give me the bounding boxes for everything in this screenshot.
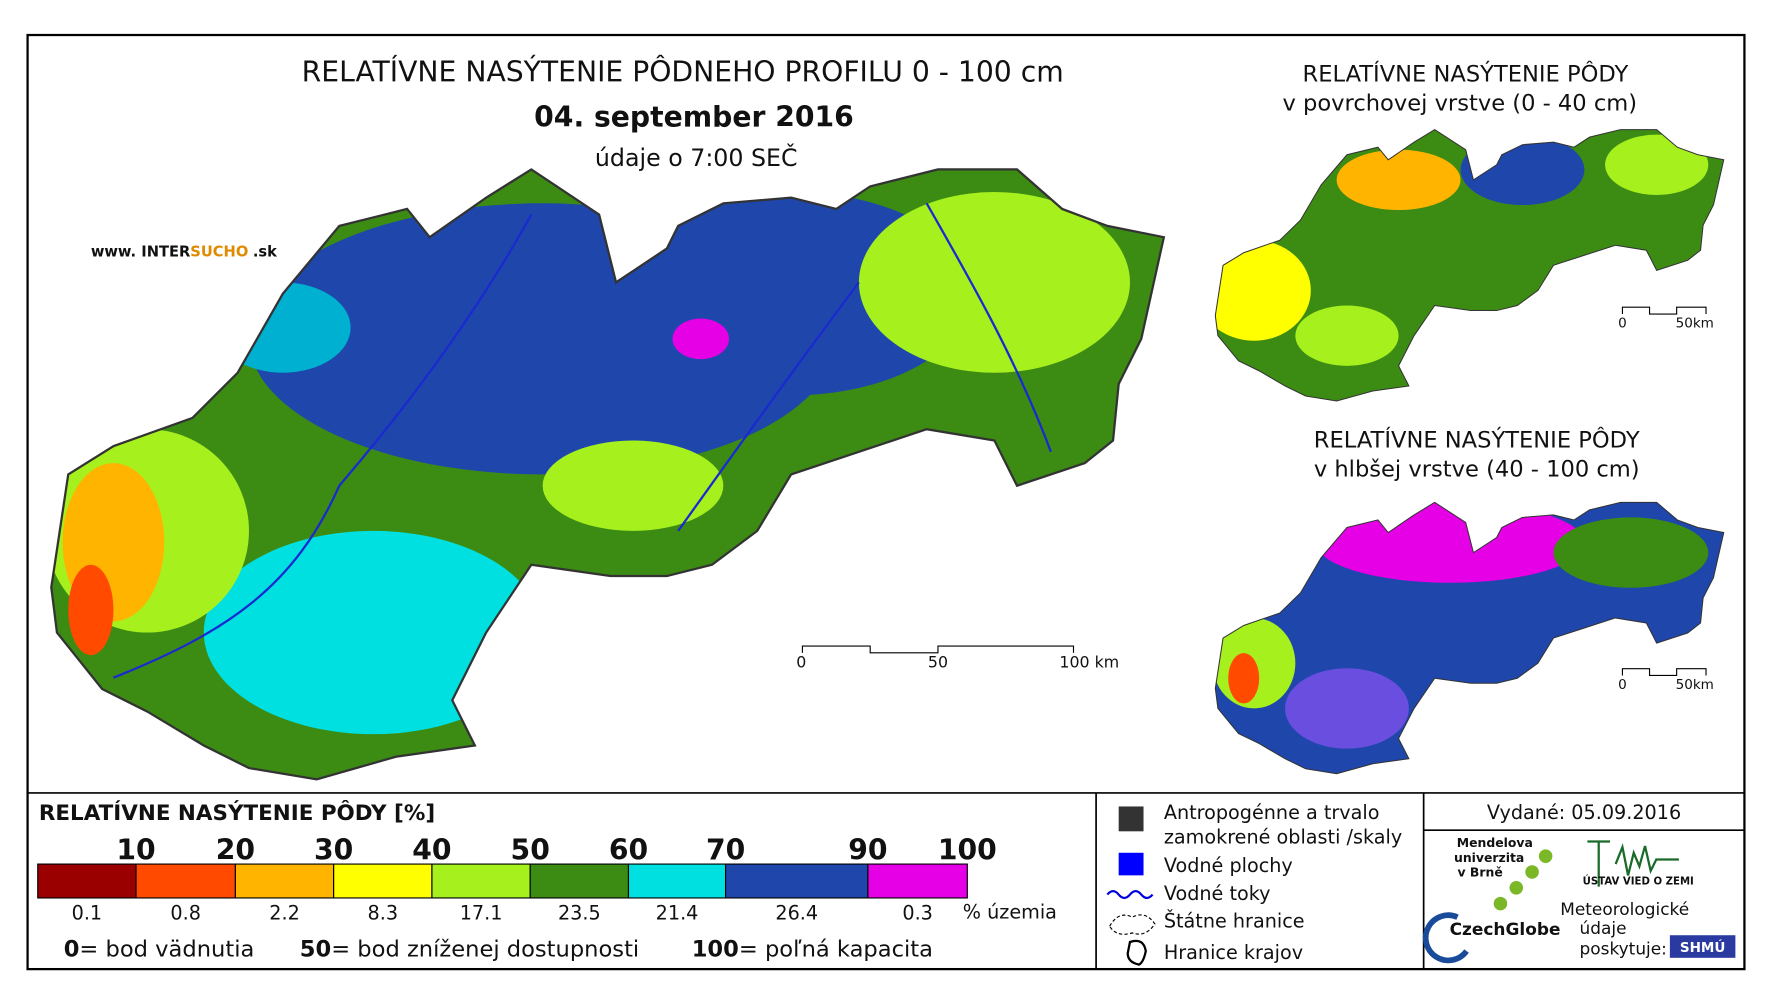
inset-title: RELATÍVNE NASÝTENIE PÔDY <box>1303 59 1629 87</box>
scale-label: 0 <box>1618 316 1627 332</box>
legend-share: 8.3 <box>368 901 399 924</box>
scale-label: 50km <box>1676 677 1714 693</box>
title: RELATÍVNE NASÝTENIE PÔDNEHO PROFILU 0 - … <box>302 54 1064 88</box>
scale-label: 100 km <box>1059 653 1119 672</box>
time-note: údaje o 7:00 SEČ <box>595 144 798 172</box>
logo-text: v Brně <box>1458 864 1503 879</box>
definition: 0= bod vädnutia <box>64 937 255 963</box>
legend-bar: 10 0.1 20 0.8 30 2.2 40 8.3 50 17.1 60 23.5 70 21.4 90… <box>37 834 997 924</box>
logo-text: poskytuje: <box>1580 938 1667 958</box>
legend-swatch <box>37 863 137 899</box>
logo-text: Mendelova <box>1457 835 1533 850</box>
legend-swatch <box>725 863 869 899</box>
scale-label: 50km <box>1676 316 1714 332</box>
symbol-water <box>1118 852 1144 876</box>
inset-subtitle: v povrchovej vrstve (0 - 40 cm) <box>1283 91 1638 117</box>
logo-czechglobe: CzechGlobe <box>1450 919 1561 939</box>
symbol-label: Antropogénne a trvalo <box>1164 801 1380 824</box>
legend-share: 26.4 <box>775 901 818 924</box>
main-map <box>46 169 1164 779</box>
date: 04. september 2016 <box>534 101 854 134</box>
legend-share: 17.1 <box>460 901 503 924</box>
inset-title: RELATÍVNE NASÝTENIE PÔDY <box>1314 425 1640 453</box>
symbol-label: zamokrené oblasti /skaly <box>1164 826 1402 849</box>
legend-swatch <box>234 863 335 899</box>
definition: 100= poľná kapacita <box>692 937 933 963</box>
legend-threshold: 50 <box>511 834 550 867</box>
inset-subtitle: v hlbšej vrstve (40 - 100 cm) <box>1314 457 1640 483</box>
issued: Vydané: 05.09.2016 <box>1487 801 1681 824</box>
logo-text: údaje <box>1580 918 1627 938</box>
legend-threshold: 100 <box>938 834 997 867</box>
legend-threshold: 20 <box>216 834 255 867</box>
legend-title: RELATÍVNE NASÝTENIE PÔDY [%] <box>39 800 435 826</box>
website: www. INTERSUCHO .sk <box>91 243 278 260</box>
legend-threshold: 10 <box>116 834 155 867</box>
symbol-label: Vodné toky <box>1164 882 1271 905</box>
legend-share: 23.5 <box>558 901 601 924</box>
symbol-label: Hranice krajov <box>1164 941 1303 964</box>
logo-ustav: ÚSTAV VIED O ZEMI <box>1583 874 1694 887</box>
legend-share: 2.2 <box>269 901 300 924</box>
inset-map-deep <box>1213 502 1724 773</box>
legend-swatch <box>627 863 727 899</box>
legend-threshold: 90 <box>848 834 887 867</box>
main-scale <box>801 645 1075 654</box>
symbol-label: Vodné plochy <box>1164 854 1293 877</box>
legend-share: 0.3 <box>902 901 933 924</box>
inset-map-surface <box>1197 130 1724 401</box>
legend-share: 21.4 <box>656 901 699 924</box>
legend-swatch <box>333 863 433 899</box>
definition: 50= bod zníženej dostupnosti <box>300 937 639 963</box>
scale-label: 0 <box>796 653 806 672</box>
symbol-region <box>1126 939 1147 966</box>
frame <box>26 33 1746 971</box>
legend-share: 0.1 <box>72 901 103 924</box>
legend-threshold: 30 <box>314 834 353 867</box>
legend-threshold: 70 <box>706 834 745 867</box>
scale-label: 50 <box>928 653 948 672</box>
scale-label: 0 <box>1618 677 1627 693</box>
legend-threshold: 60 <box>609 834 648 867</box>
legend-swatch <box>135 863 236 899</box>
legend-unit: % územia <box>963 900 1057 923</box>
logo-shmu: SHMÚ <box>1680 938 1726 956</box>
legend-threshold: 40 <box>412 834 451 867</box>
symbol-label: Štátne hranice <box>1164 908 1305 932</box>
legend-share: 0.8 <box>170 901 201 924</box>
symbol-anthropogenic <box>1118 806 1144 832</box>
legend-swatch <box>431 863 531 899</box>
logo-text: Meteorologické <box>1560 899 1689 919</box>
logo-text: univerzita <box>1454 850 1524 865</box>
symbol-river <box>1106 890 1154 900</box>
legend-swatch <box>867 863 968 899</box>
legend-swatch <box>529 863 630 899</box>
symbol-border <box>1108 914 1156 935</box>
